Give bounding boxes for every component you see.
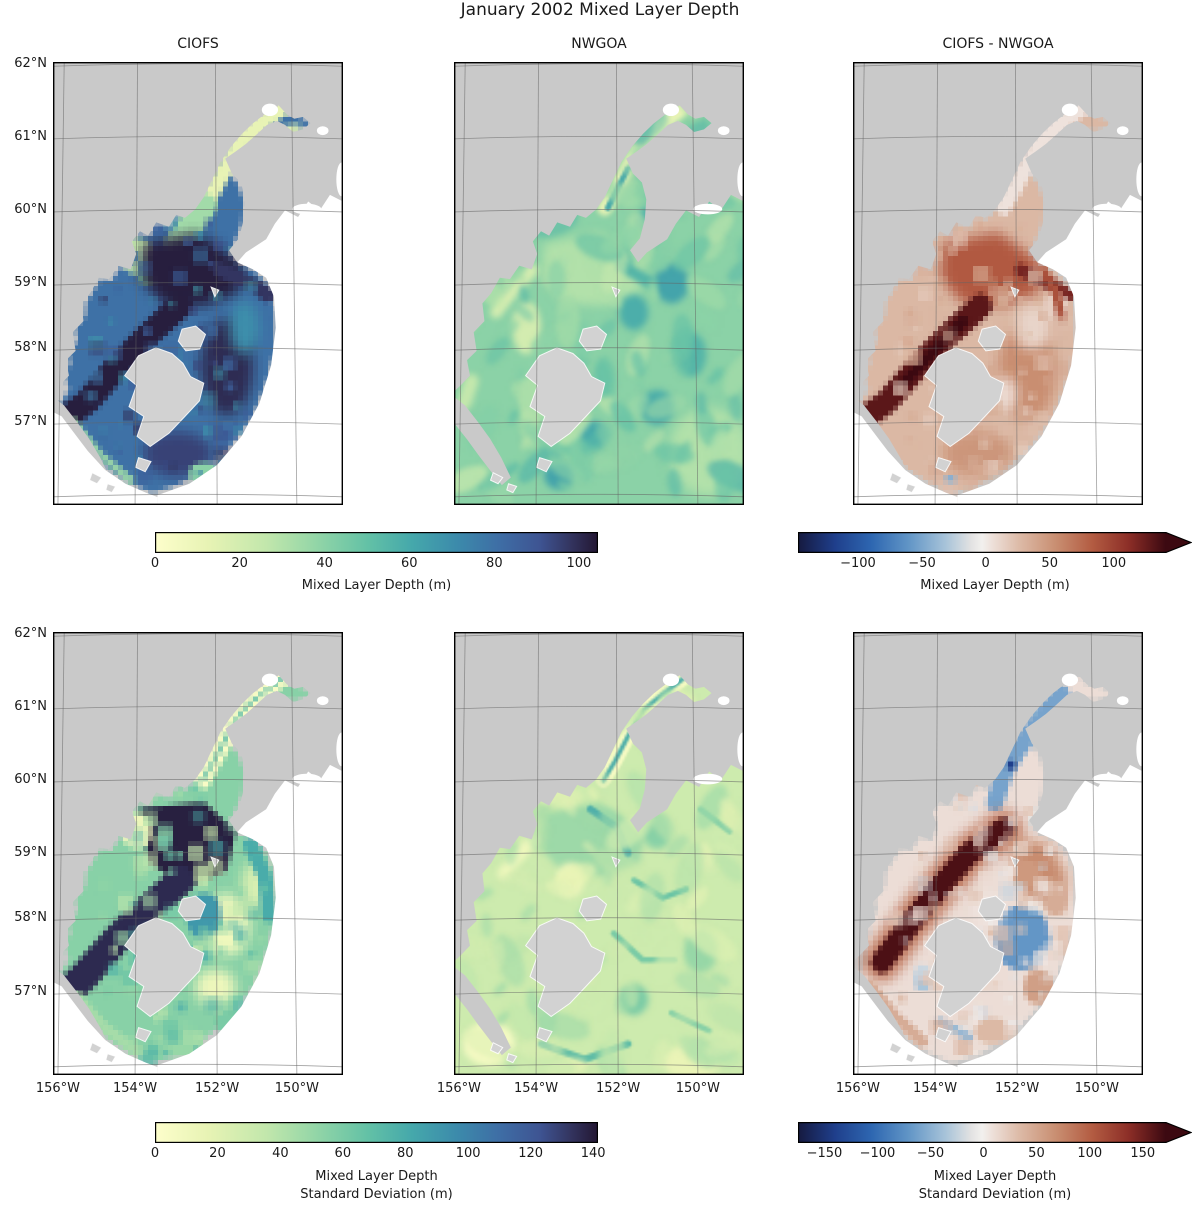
colorbar-std-diff [798, 1122, 1192, 1143]
lat-tick-label: 60°N [14, 201, 47, 217]
colorbar-std-diff-label-line2: Standard Deviation (m) [918, 1187, 1072, 1202]
colorbar-tick-label: 140 [580, 1146, 606, 1161]
colorbar-tick-label: 50 [1041, 556, 1058, 571]
lon-tick-label: 150°W [274, 1081, 319, 1096]
lat-tick-label: 62°N [14, 626, 47, 642]
colorbar-tick-label: 80 [486, 556, 503, 571]
colorbar-tick-label: 100 [1077, 1146, 1103, 1161]
colorbar-tick-label: 0 [150, 1146, 160, 1161]
lat-tick-label: 61°N [14, 698, 47, 714]
panel-title-ciofs: CIOFS [177, 36, 219, 52]
lon-tick-label: 154°W [912, 1081, 958, 1096]
colorbar-tick-label: −50 [908, 556, 936, 571]
colorbar-std [155, 1122, 598, 1143]
colorbar-std-label-line2: Standard Deviation (m) [300, 1187, 453, 1202]
lat-tick-label: 58°N [14, 340, 47, 356]
colorbar-tick-label: 40 [316, 556, 333, 571]
lon-tick-label: 152°W [596, 1081, 641, 1096]
colorbar-mld-diff [798, 532, 1192, 553]
colorbar-tick-label: 100 [455, 1146, 481, 1161]
lon-tick-label: 150°W [675, 1081, 720, 1096]
map-panel-diff-mld [853, 62, 1143, 505]
lon-tick-label: 154°W [513, 1081, 559, 1096]
map-panel-ciofs-std [53, 632, 343, 1075]
lat-tick-label: 62°N [14, 56, 47, 72]
colorbar-tick-label: 80 [397, 1146, 414, 1161]
colorbar-tick-label: 0 [150, 556, 160, 571]
panel-title-nwgoa: NWGOA [571, 36, 627, 52]
figure-title: January 2002 Mixed Layer Depth [460, 0, 740, 20]
map-panel-nwgoa-mld [454, 62, 744, 505]
lat-tick-label: 59°N [14, 275, 47, 291]
map-panel-ciofs-mld [53, 62, 343, 505]
lat-tick-label: 57°N [14, 984, 47, 1000]
colorbar-tick-label: 40 [272, 1146, 289, 1161]
colorbar-tick-label: 100 [1101, 556, 1127, 571]
colorbar-tick-label: 150 [1130, 1146, 1156, 1161]
colorbar-std-label-line1: Mixed Layer Depth [315, 1169, 438, 1184]
lon-tick-label: 156°W [35, 1081, 80, 1096]
lon-tick-label: 154°W [112, 1081, 158, 1096]
lon-tick-label: 152°W [195, 1081, 240, 1096]
colorbar-tick-label: 60 [334, 1146, 352, 1161]
colorbar-mld [155, 532, 598, 553]
lat-tick-label: 60°N [14, 771, 47, 787]
lat-tick-label: 58°N [14, 910, 47, 926]
colorbar-tick-label: −100 [859, 1146, 896, 1161]
colorbar-std-diff-label-line1: Mixed Layer Depth [933, 1169, 1057, 1184]
colorbar-mld-diff-label: Mixed Layer Depth (m) [920, 578, 1070, 593]
map-panel-diff-std [853, 632, 1143, 1075]
lat-tick-label: 59°N [14, 845, 47, 861]
colorbar-tick-label: 120 [518, 1146, 544, 1161]
lon-tick-label: 150°W [1074, 1081, 1119, 1096]
colorbar-tick-label: 20 [231, 556, 248, 571]
colorbar-tick-label: 20 [209, 1146, 226, 1161]
colorbar-tick-label: 50 [1028, 1146, 1045, 1161]
colorbar-tick-label: 100 [566, 556, 592, 571]
colorbar-tick-label: 0 [981, 556, 990, 571]
colorbar-mld-label: Mixed Layer Depth (m) [301, 578, 452, 593]
colorbar-tick-label: 0 [979, 1146, 988, 1161]
colorbar-tick-label: −50 [916, 1146, 945, 1161]
colorbar-tick-label: 60 [401, 556, 418, 571]
map-panel-nwgoa-std [454, 632, 744, 1075]
lon-tick-label: 156°W [436, 1081, 481, 1096]
colorbar-tick-label: −100 [840, 556, 876, 571]
panel-title-diff: CIOFS - NWGOA [942, 36, 1054, 52]
lat-tick-label: 57°N [14, 414, 47, 430]
lat-tick-label: 61°N [14, 128, 47, 144]
colorbar-tick-label: −150 [806, 1146, 843, 1161]
lon-tick-label: 152°W [995, 1081, 1040, 1096]
lon-tick-label: 156°W [835, 1081, 880, 1096]
